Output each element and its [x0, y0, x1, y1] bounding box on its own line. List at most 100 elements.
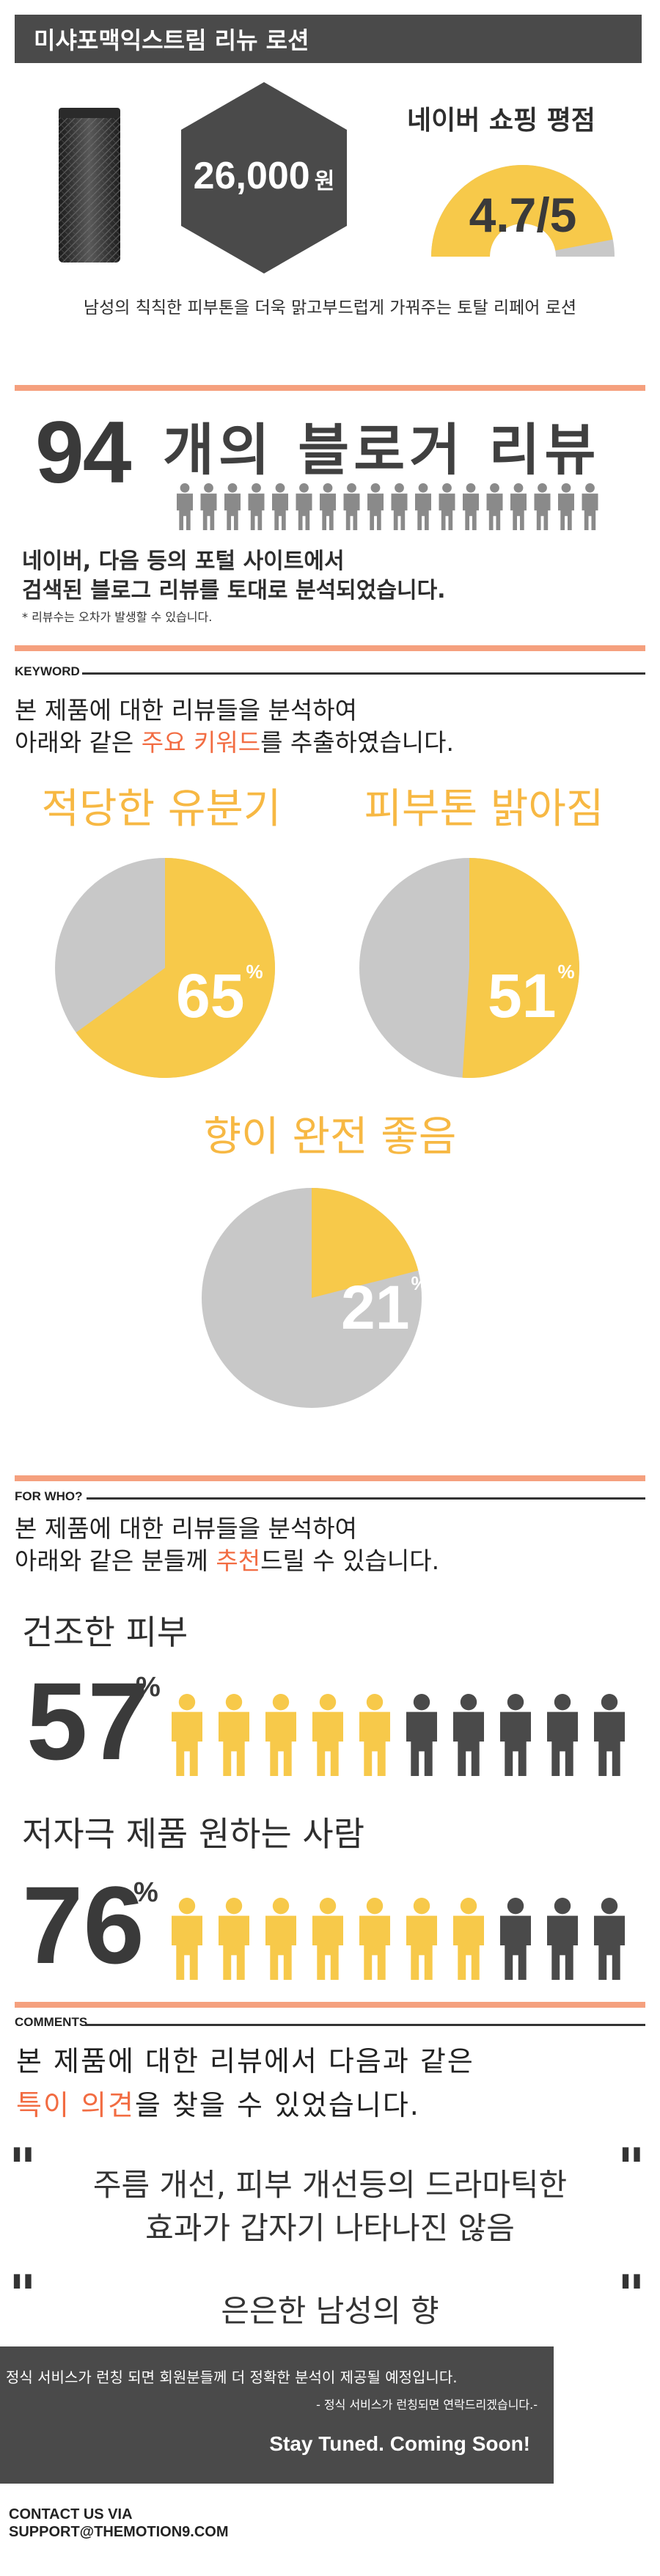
person-icon: [177, 483, 193, 530]
pie-slice-value: [462, 858, 579, 1078]
person-icon-highlighted: [219, 1898, 249, 1980]
person-icon: [343, 483, 360, 530]
price-label: 26,000 원: [180, 154, 348, 198]
pie-percent-sign: %: [557, 961, 575, 983]
person-icon: [594, 1694, 625, 1776]
forwho-group-value-sensitive: 76: [22, 1863, 144, 1986]
rating-label: 네이버 쇼핑 평점: [407, 106, 595, 136]
comment-quote1-line2: 효과가 갑자기 나타나진 않음: [145, 2210, 515, 2246]
pie-value-oiliness: 65%: [176, 961, 263, 1032]
blog-note: * 리뷰수는 오차가 발생할 수 있습니다.: [22, 610, 213, 624]
pie-number: 65: [176, 961, 245, 1030]
section-divider: [15, 645, 645, 651]
blog-review-count: 94: [35, 403, 131, 502]
price-unit: 원: [314, 169, 335, 194]
person-icon-highlighted: [265, 1898, 296, 1980]
comment-quote2: 은은한 남성의 향: [221, 2293, 439, 2329]
pie-percent-sign: %: [246, 961, 263, 983]
pie-chart-brightening: [359, 858, 579, 1078]
pie-number: 51: [488, 961, 557, 1030]
comments-section-tag: COMMENTS: [15, 2015, 88, 2029]
blog-review-label: 개의 블로거 리뷰: [163, 417, 601, 482]
forwho-rule: [87, 1497, 645, 1500]
quote-close-icon: ": [617, 2263, 645, 2325]
pie-value-scent: 21%: [341, 1272, 428, 1343]
comments-intro-highlight: 특이 의견: [16, 2089, 135, 2121]
footer-notice: 정식 서비스가 런칭 되면 회원분들께 더 정확한 분석이 제공될 예정입니다.: [6, 2368, 458, 2386]
product-bottle-image: [59, 108, 120, 263]
keyword-intro-line2: 아래와 같은 주요 키워드를 추출하였습니다.: [15, 723, 454, 758]
pie-value-brightening: 51%: [488, 961, 575, 1032]
pie-slice-value: [76, 858, 275, 1078]
contact-label: CONTACT US VIA: [9, 2506, 133, 2522]
person-icon: [367, 483, 384, 530]
section-divider: [15, 2002, 645, 2008]
person-icon: [296, 483, 312, 530]
person-icon-highlighted: [359, 1898, 390, 1980]
blog-description-line2: 검색된 블로그 리뷰를 토대로 분석되었습니다.: [22, 578, 446, 603]
rating-value: 4.7/5: [469, 188, 577, 242]
contact-email[interactable]: SUPPORT@THEMOTION9.COM: [9, 2524, 229, 2540]
pie-chart-scent: [202, 1188, 422, 1408]
person-icon-highlighted: [172, 1898, 202, 1980]
person-icon: [439, 483, 455, 530]
forwho-intro-text: 아래와 같은 분들께: [15, 1546, 216, 1575]
keyword-label-brightening: 피부톤 밝아짐: [364, 785, 604, 833]
price-hexagon: [181, 82, 347, 274]
title-bar: [15, 15, 642, 63]
person-icon-highlighted: [406, 1898, 437, 1980]
keyword-intro-line1: 본 제품에 대한 리뷰들을 분석하여: [15, 696, 357, 724]
person-icon-highlighted: [359, 1694, 390, 1776]
keyword-intro-text: 를 추출하였습니다.: [260, 728, 454, 757]
forwho-intro-line1: 본 제품에 대한 리뷰들을 분석하여: [15, 1514, 357, 1543]
comment-quote1-line1: 주름 개선, 피부 개선등의 드라마틱한: [92, 2167, 568, 2203]
pie-chart-oiliness: [55, 858, 275, 1078]
person-icon: [558, 483, 574, 530]
person-icon: [248, 483, 265, 530]
person-icon: [391, 483, 408, 530]
forwho-section-tag: FOR WHO?: [15, 1489, 83, 1503]
forwho-intro-highlight: 추천: [216, 1546, 261, 1575]
comments-rule: [85, 2024, 645, 2026]
quote-close-icon: ": [617, 2136, 645, 2198]
forwho-percent-sign: %: [133, 1877, 158, 1908]
section-divider: [15, 1475, 645, 1481]
comments-intro-line1: 본 제품에 대한 리뷰에서 다음과 같은: [16, 2045, 474, 2077]
forwho-group-value-dry: 57: [26, 1659, 149, 1783]
person-icon: [200, 483, 217, 530]
quote-open-icon: ": [9, 2263, 37, 2325]
page-title: 미샤포맥익스트림 리뉴 로션: [34, 26, 309, 54]
person-icon-highlighted: [172, 1694, 202, 1776]
forwho-people-icons-sensitive: [172, 1898, 625, 1980]
rating-gauge-fill: [431, 164, 613, 257]
person-icon: [463, 483, 479, 530]
pie-number: 21: [341, 1273, 410, 1342]
quote-open-icon: ": [9, 2136, 37, 2198]
keyword-rule: [82, 672, 645, 675]
keyword-intro-text: 아래와 같은: [15, 728, 142, 757]
comments-intro-text: 을 찾을 수 있었습니다.: [134, 2089, 420, 2121]
person-icon: [453, 1694, 484, 1776]
forwho-group-label-dry: 건조한 피부: [22, 1612, 188, 1652]
footer-box: [0, 2346, 554, 2484]
person-icon-highlighted: [312, 1898, 343, 1980]
person-icon: [510, 483, 527, 530]
person-icon-highlighted: [265, 1694, 296, 1776]
forwho-intro-line2: 아래와 같은 분들께 추천드릴 수 있습니다.: [15, 1541, 439, 1577]
person-icon: [534, 483, 551, 530]
person-icon: [500, 1694, 531, 1776]
person-icon: [594, 1898, 625, 1980]
person-icon: [224, 483, 241, 530]
keyword-intro-highlight: 주요 키워드: [141, 728, 261, 757]
forwho-intro-text: 드릴 수 있습니다.: [260, 1546, 440, 1575]
person-icon: [500, 1898, 531, 1980]
person-icon-highlighted: [453, 1898, 484, 1980]
comments-intro-line2: 특이 의견을 찾을 수 있었습니다.: [16, 2083, 420, 2123]
rating-gauge: [431, 164, 615, 257]
person-icon: [272, 483, 288, 530]
person-icon: [486, 483, 503, 530]
blog-people-icons: [177, 483, 598, 530]
forwho-percent-sign: %: [136, 1672, 161, 1703]
person-icon: [320, 483, 336, 530]
person-icon: [547, 1898, 578, 1980]
